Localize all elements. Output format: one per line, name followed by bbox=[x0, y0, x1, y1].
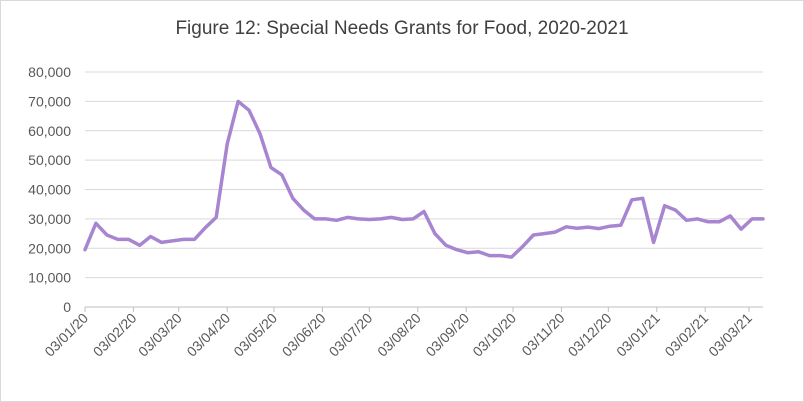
x-tick-label: 03/03/21 bbox=[705, 310, 755, 360]
x-tick-label: 03/04/20 bbox=[183, 310, 233, 360]
y-tick-label: 60,000 bbox=[28, 123, 71, 139]
x-tick-label: 03/06/20 bbox=[279, 310, 329, 360]
x-tick-label: 03/01/20 bbox=[41, 310, 91, 360]
gridlines bbox=[85, 71, 763, 308]
x-tick-label: 03/03/20 bbox=[135, 310, 185, 360]
x-axis-tick-labels: 03/01/2003/02/2003/03/2003/04/2003/05/20… bbox=[41, 307, 755, 360]
chart-title: Figure 12: Special Needs Grants for Food… bbox=[175, 18, 629, 39]
y-tick-label: 40,000 bbox=[28, 182, 71, 198]
y-tick-label: 50,000 bbox=[28, 152, 71, 168]
x-tick-label: 03/12/20 bbox=[565, 310, 615, 360]
y-tick-label: 0 bbox=[63, 299, 71, 315]
x-tick-label: 03/08/20 bbox=[374, 310, 424, 360]
series-group bbox=[83, 99, 765, 259]
y-tick-label: 10,000 bbox=[28, 270, 71, 286]
x-tick-label: 03/11/20 bbox=[518, 310, 567, 359]
series-line bbox=[83, 99, 765, 259]
x-tick-label: 03/09/20 bbox=[422, 310, 472, 360]
x-tick-label: 03/02/21 bbox=[661, 310, 711, 360]
y-tick-label: 70,000 bbox=[28, 93, 71, 109]
x-tick-label: 03/01/21 bbox=[613, 310, 663, 360]
y-tick-label: 20,000 bbox=[28, 240, 71, 256]
x-tick-label: 03/10/20 bbox=[469, 310, 519, 360]
x-tick-label: 03/07/20 bbox=[326, 310, 376, 360]
y-axis-tick-labels: 0 10,000 20,000 30,000 40,000 50,000 60,000 70,… bbox=[28, 64, 71, 315]
x-tick-label: 03/02/20 bbox=[90, 310, 140, 360]
y-tick-label: 30,000 bbox=[28, 211, 71, 227]
x-tick-label: 03/05/20 bbox=[230, 310, 280, 360]
y-tick-label: 80,000 bbox=[28, 64, 71, 80]
